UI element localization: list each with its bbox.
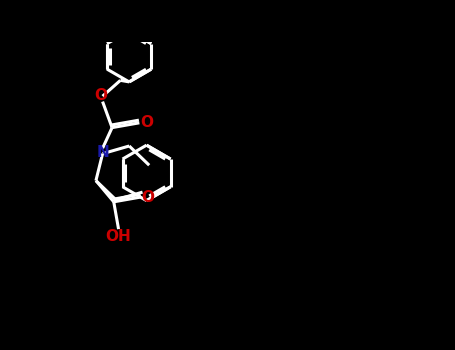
Text: N: N [96,145,109,160]
Text: O: O [95,88,107,103]
Text: O: O [142,189,154,204]
Text: O: O [140,115,153,130]
Text: OH: OH [105,229,131,244]
